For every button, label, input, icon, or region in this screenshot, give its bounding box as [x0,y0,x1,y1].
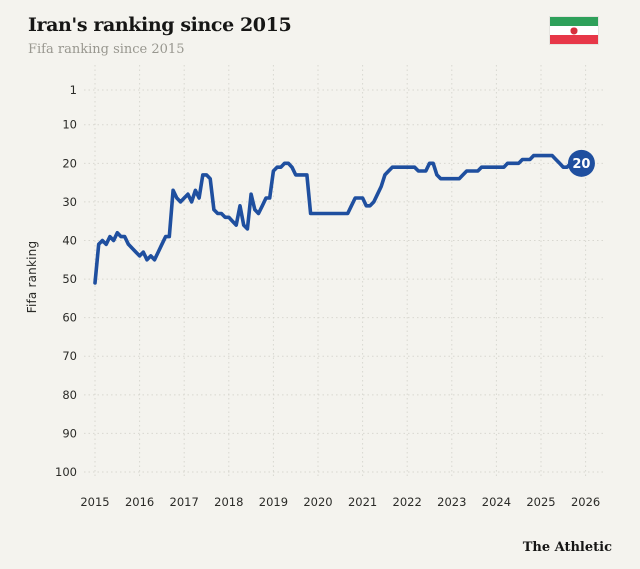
svg-text:2024: 2024 [482,495,511,509]
svg-text:2018: 2018 [214,495,243,509]
svg-text:2016: 2016 [125,495,154,509]
flag-stripe-green [550,17,598,26]
y-axis-title: Fifa ranking [25,240,39,314]
svg-text:90: 90 [62,426,77,440]
svg-text:2020: 2020 [303,495,332,509]
page-title: Iran's ranking since 2015 [28,14,292,36]
svg-text:70: 70 [62,349,77,363]
flag-stripe-red [550,35,598,44]
page-subtitle: Fifa ranking since 2015 [28,42,185,57]
chart-header: Iran's ranking since 2015 Fifa ranking s… [28,14,292,57]
flag-stripe-white [550,26,598,35]
svg-text:20: 20 [62,156,77,170]
current-rank-badge-value: 20 [572,157,590,172]
svg-text:2023: 2023 [437,495,466,509]
brand-footer: The Athletic [522,540,612,555]
svg-text:100: 100 [55,465,77,479]
svg-text:2022: 2022 [393,495,422,509]
svg-text:2017: 2017 [170,495,199,509]
svg-text:50: 50 [62,272,77,286]
svg-text:1: 1 [70,83,77,97]
svg-text:2015: 2015 [80,495,109,509]
svg-text:2026: 2026 [571,495,600,509]
iran-flag-icon [550,17,598,44]
svg-text:60: 60 [62,311,77,325]
iran-emblem-icon [570,27,578,34]
svg-text:40: 40 [62,233,77,247]
svg-text:10: 10 [62,118,77,132]
svg-text:2025: 2025 [526,495,555,509]
svg-text:80: 80 [62,388,77,402]
svg-text:30: 30 [62,195,77,209]
svg-text:2021: 2021 [348,495,377,509]
svg-text:2019: 2019 [259,495,288,509]
